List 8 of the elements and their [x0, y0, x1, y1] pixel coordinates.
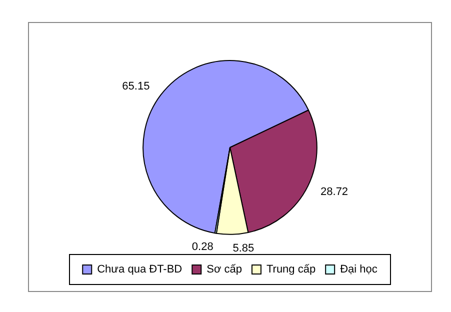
- data-label: 28.72: [320, 186, 348, 198]
- legend-label: Đại học: [340, 264, 378, 276]
- data-label: 5.85: [232, 242, 254, 254]
- data-label: 65.15: [122, 80, 150, 92]
- legend-label: Trung cấp: [266, 264, 316, 276]
- legend-label: Sơ cấp: [206, 264, 242, 276]
- legend-label: Chưa qua ĐT-BD: [97, 264, 182, 276]
- data-label: 0.28: [192, 241, 214, 254]
